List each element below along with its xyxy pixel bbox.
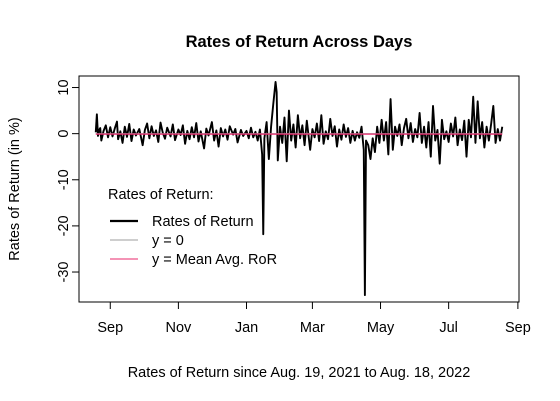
legend-label-y-zero: y = 0 [152, 233, 184, 249]
y-tick-label-1: 0 [56, 130, 72, 138]
y-axis-label: Rates of Return (in %) [7, 117, 23, 260]
x-tick-label-2: Jan [235, 320, 258, 336]
x-tick-label-6: Sep [505, 320, 531, 336]
x-tick-label-1: Nov [165, 320, 192, 336]
plot-area [94, 81, 504, 297]
legend-title: Rates of Return: [108, 187, 214, 203]
y-tick-label-3: -20 [56, 215, 72, 236]
legend-label-mean-ror: y = Mean Avg. RoR [152, 252, 277, 268]
x-tick-label-5: Jul [439, 320, 458, 336]
y-tick-label-4: -30 [56, 262, 72, 283]
legend: Rates of Return: Rates of Return y = 0 y… [108, 187, 277, 268]
y-tick-label-2: -10 [56, 169, 72, 190]
x-tick-label-0: Sep [97, 320, 123, 336]
x-tick-label-4: May [367, 320, 395, 336]
x-tick-label-3: Mar [300, 320, 325, 336]
x-axis: Sep Nov Jan Mar May Jul Sep [97, 301, 531, 336]
y-tick-label-0: 10 [56, 79, 72, 95]
chart-title: Rates of Return Across Days [186, 33, 413, 51]
x-axis-label: Rates of Return since Aug. 19, 2021 to A… [128, 365, 471, 381]
y-axis: 10 0 -10 -20 -30 [56, 79, 80, 283]
series-line-rates-of-return [94, 81, 504, 297]
legend-label-rates-of-return: Rates of Return [152, 214, 254, 230]
